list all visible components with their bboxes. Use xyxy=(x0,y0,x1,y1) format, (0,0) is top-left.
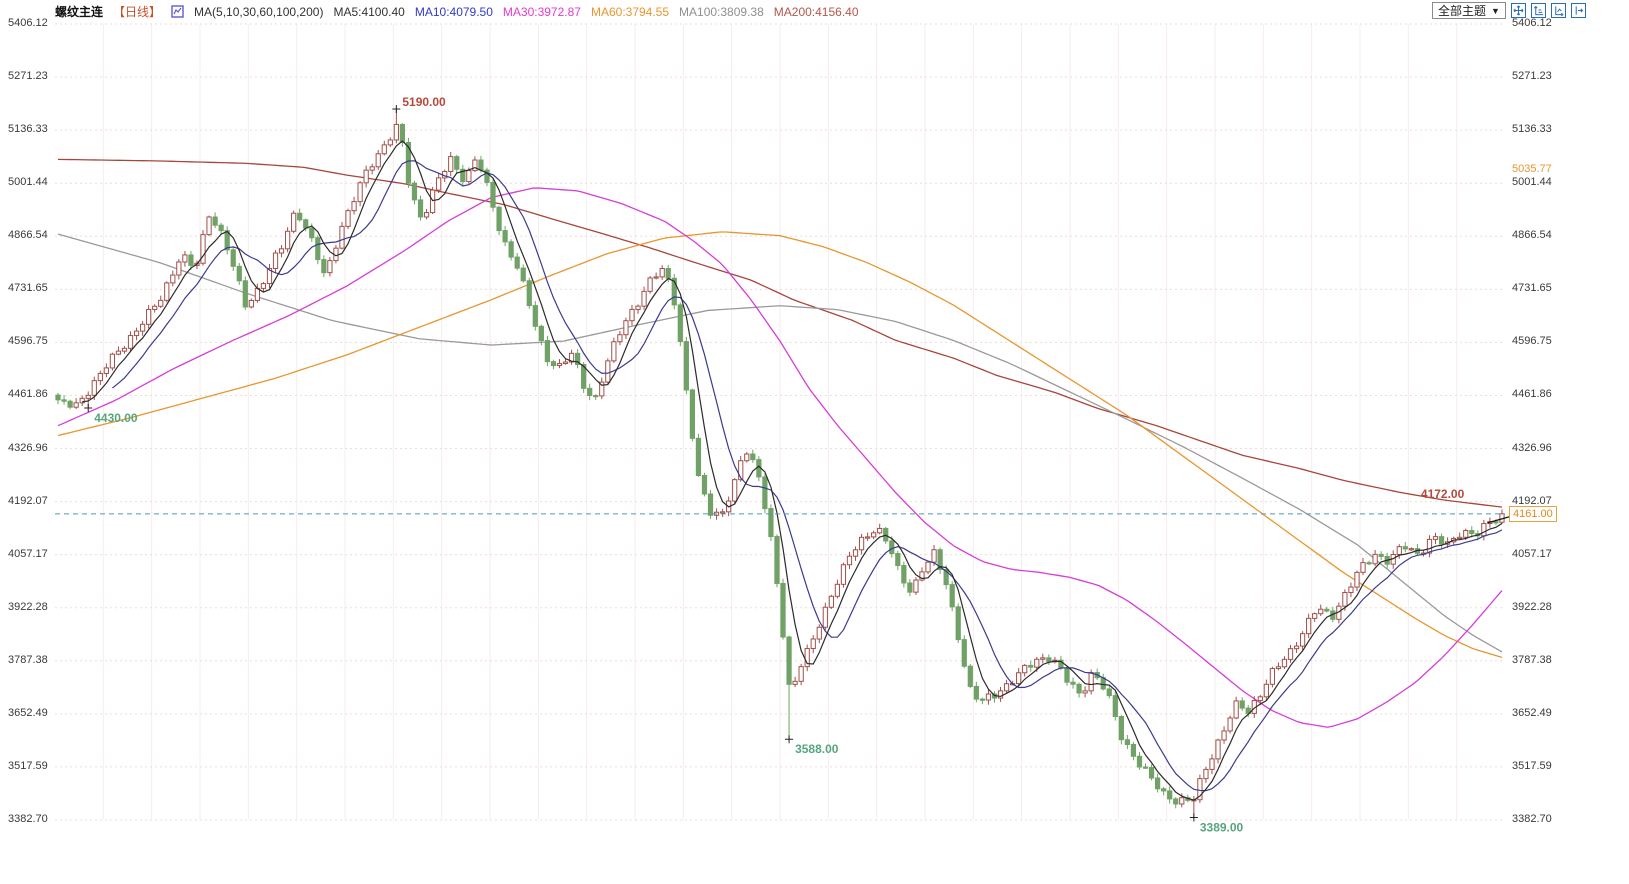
price-annotation: 3389.00 xyxy=(1200,821,1244,835)
chart-toolbar: 全部主题 ▼ xyxy=(1432,2,1586,19)
price-annotation: 4430.00 xyxy=(94,411,138,425)
extreme-marker-icon xyxy=(392,105,401,114)
move-tool-icon[interactable] xyxy=(1510,3,1526,18)
theme-dropdown[interactable]: 全部主题 ▼ xyxy=(1432,2,1506,19)
candles xyxy=(55,109,1505,818)
period-label[interactable]: 【日线】 xyxy=(113,5,162,19)
ma-line-ma60 xyxy=(57,231,1503,659)
ma5-value: MA5:4100.40 xyxy=(333,4,405,19)
ma60-value: MA60:3794.55 xyxy=(590,4,670,19)
price-annotation: 3588.00 xyxy=(795,742,839,756)
pan-right-icon[interactable] xyxy=(1570,3,1586,18)
ma100-value: MA100:3809.38 xyxy=(679,4,764,19)
price-annotation: 5190.00 xyxy=(402,95,446,109)
caret-down-icon: ▼ xyxy=(1491,5,1500,16)
indicator-icon[interactable] xyxy=(171,5,184,18)
theme-dropdown-label: 全部主题 xyxy=(1438,4,1487,18)
ma10-value: MA10:4079.50 xyxy=(414,4,493,19)
drawn-arrow[interactable] xyxy=(1487,511,1528,524)
extreme-marker-icon xyxy=(84,403,93,412)
ma-line-ma200 xyxy=(58,158,1503,508)
ma200-end-value: 4172.00 xyxy=(1421,487,1465,501)
ma-line-ma5 xyxy=(82,140,1503,801)
scale-x-axis-icon[interactable] xyxy=(1550,3,1566,18)
ma200-value: MA200:4156.40 xyxy=(773,4,859,19)
scale-y-axis-icon[interactable] xyxy=(1530,3,1546,18)
ma-line-ma10 xyxy=(112,160,1503,792)
extreme-marker-icon xyxy=(785,735,794,744)
chart-header: 螺纹主连 【日线】 MA(5,10,30,60,100,200) MA5:410… xyxy=(55,3,859,20)
extreme-marker-icon xyxy=(1189,813,1198,822)
ma-settings-label: MA(5,10,30,60,100,200) xyxy=(194,4,324,19)
symbol-name[interactable]: 螺纹主连 xyxy=(55,5,104,19)
ma30-value: MA30:3972.87 xyxy=(502,4,581,19)
